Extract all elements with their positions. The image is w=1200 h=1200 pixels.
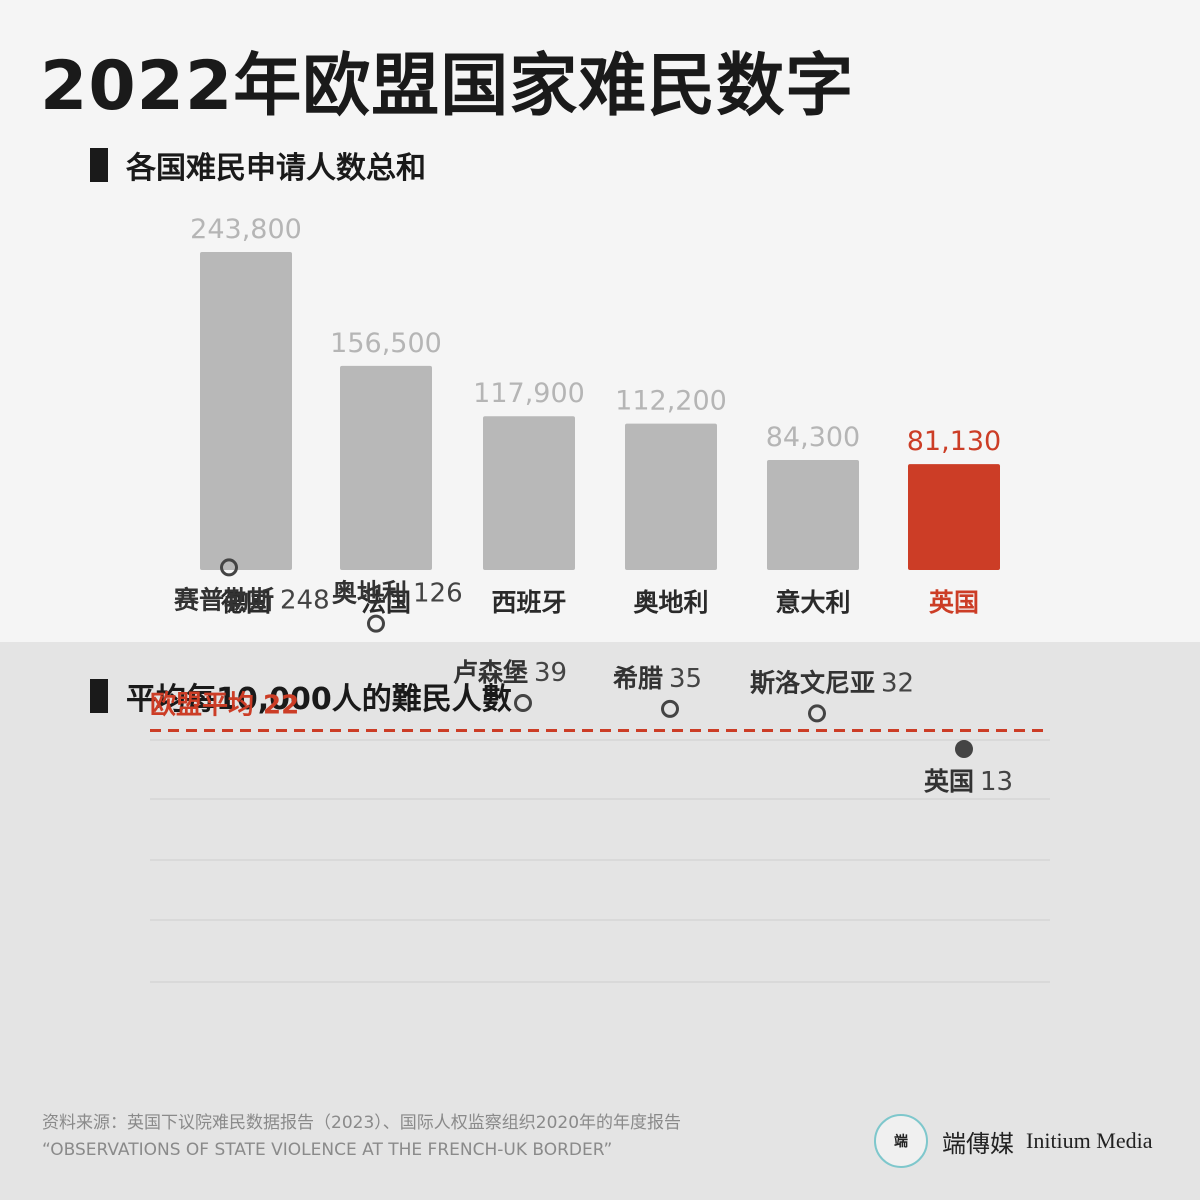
dot-value-label: 248	[280, 585, 330, 615]
bar-category-label: 意大利	[775, 588, 850, 617]
dot-marker	[367, 614, 385, 633]
dot-marker	[955, 740, 973, 759]
dot-country-label: 英国	[924, 767, 974, 796]
eu-average-label: 欧盟平均 22	[150, 690, 299, 721]
dot-marker	[220, 558, 238, 577]
source-note: 资料来源：英国下议院难民数据报告（2023）、国际人权监察组织2020年的年度报…	[42, 1110, 681, 1164]
bar	[340, 365, 432, 570]
bar-value-label: 81,130	[907, 426, 1001, 457]
bar-category-label: 英国	[929, 588, 979, 617]
bar	[767, 460, 859, 570]
logo-en: Initium Media	[1026, 1128, 1153, 1153]
dot-marker	[514, 694, 532, 713]
bar-value-label: 243,800	[190, 214, 302, 245]
bar-value-label: 112,200	[615, 386, 727, 417]
bar	[908, 464, 1000, 570]
section-marker-icon	[90, 679, 108, 713]
dot-label: 斯洛文尼亚 32	[750, 668, 914, 698]
dot-country-label: 赛普勒斯	[173, 585, 274, 614]
dot-country-label: 希腊	[613, 664, 663, 693]
source-line-1: 资料来源：英国下议院难民数据报告（2023）、国际人权监察组织2020年的年度报…	[42, 1113, 682, 1133]
dot-label: 希腊 35	[613, 664, 702, 694]
bar-value-label: 156,500	[330, 328, 442, 359]
bar-chart-title: 各国难民申请人数总和	[90, 143, 426, 187]
dot-marker	[661, 699, 679, 718]
bar-value-label: 117,900	[473, 378, 585, 409]
bar	[200, 252, 292, 570]
section-marker-icon	[90, 148, 108, 182]
page-title: 2022年欧盟国家难民数字	[40, 47, 855, 126]
dot-label: 赛普勒斯 248	[173, 585, 330, 615]
dot-marker	[808, 704, 826, 723]
dot-chart-title: 平均每10,000人的難民人數	[90, 674, 512, 718]
bar-category-label: 西班牙	[491, 588, 566, 617]
logo-mark-icon: 端	[874, 1114, 928, 1168]
dot-country-label: 斯洛文尼亚	[750, 668, 875, 697]
dot-chart-title-text: 平均每10,000人的難民人數	[126, 682, 512, 717]
dot-value-label: 13	[980, 767, 1013, 797]
bar	[483, 416, 575, 570]
dot-country-label: 奥地利	[332, 579, 407, 608]
bar-value-label: 84,300	[766, 422, 860, 453]
dot-label: 卢森堡 39	[453, 658, 567, 688]
bar-category-label: 法国	[361, 588, 411, 617]
source-line-2: “OBSERVATIONS OF STATE VIOLENCE AT THE F…	[42, 1140, 613, 1161]
dot-label: 奥地利 126	[332, 579, 463, 609]
dot-country-label: 卢森堡	[453, 658, 528, 687]
bar-category-label: 奥地利	[633, 588, 708, 617]
dot-label: 英国 13	[924, 767, 1013, 797]
bar-chart-title-text: 各国难民申请人数总和	[126, 151, 426, 186]
bar-category-label: 德国	[221, 588, 271, 617]
logo-cn: 端傳媒	[942, 1129, 1014, 1158]
dot-value-label: 32	[881, 668, 914, 698]
bar	[625, 423, 717, 570]
dot-value-label: 126	[413, 579, 463, 609]
brand-logo: 端 端傳媒 Initium Media	[874, 1114, 1152, 1168]
dot-value-label: 35	[669, 664, 702, 694]
bottom-panel	[0, 642, 1200, 1200]
dot-value-label: 39	[534, 658, 567, 688]
